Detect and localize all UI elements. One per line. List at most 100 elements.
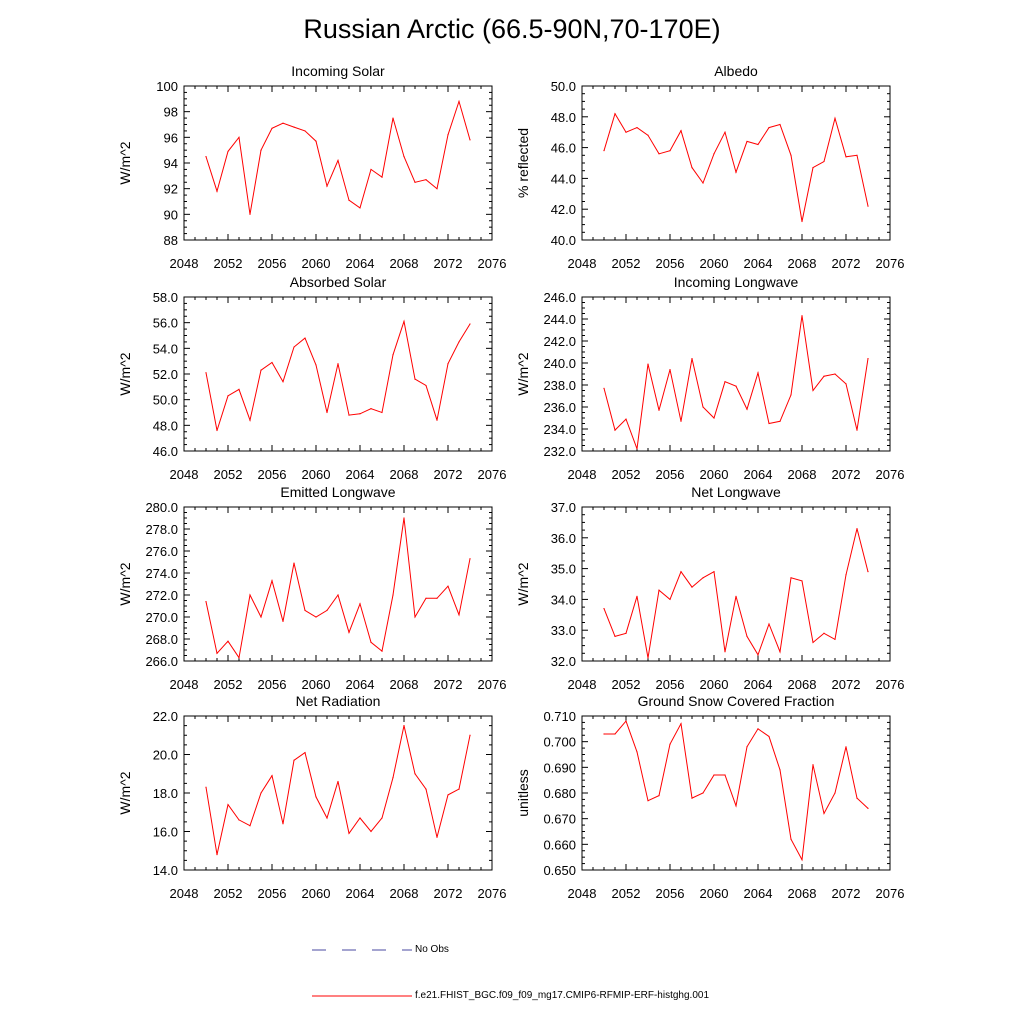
y-tick-label: 0.690 [543,760,576,775]
series-line [603,315,869,449]
y-tick-label: 236.0 [543,400,576,415]
x-tick-label: 2064 [744,677,773,692]
data-point [238,136,240,138]
data-point [636,751,638,753]
x-tick-label: 2064 [346,886,375,901]
x-tick-label: 2052 [214,467,243,482]
y-tick-label: 268.0 [145,632,178,647]
y-axis-label: W/m^2 [117,141,133,184]
data-point [337,159,339,162]
data-point [348,631,350,634]
y-tick-label: 270.0 [145,610,178,625]
x-tick-label: 2068 [390,256,419,271]
data-point [625,418,627,420]
data-point [691,586,693,588]
y-tick-label: 96 [164,130,178,145]
data-point [867,571,869,573]
y-tick-label: 246.0 [543,290,576,305]
data-point [757,728,759,730]
data-point [691,167,693,169]
data-point [702,182,704,184]
x-tick-label: 2052 [612,677,641,692]
data-point [834,373,836,375]
x-tick-label: 2076 [478,677,507,692]
data-point [790,394,792,396]
y-tick-label: 34.0 [551,592,576,607]
data-point [845,156,847,158]
data-point [271,580,273,582]
data-point [625,720,627,722]
data-point [812,641,814,644]
data-point [359,413,361,415]
data-point [702,792,704,794]
data-point [735,595,737,597]
y-tick-label: 18.0 [153,786,178,801]
y-tick-label: 242.0 [543,334,576,349]
x-tick-label: 2076 [876,467,905,482]
data-point [735,385,737,387]
x-tick-label: 2060 [302,886,331,901]
panel-title: Ground Snow Covered Fraction [638,693,835,709]
data-point [227,150,229,153]
data-point [724,651,726,653]
data-point [735,805,737,807]
x-tick-label: 2060 [700,677,729,692]
y-tick-label: 58.0 [153,290,178,305]
data-point [282,620,284,623]
data-point [669,369,671,371]
data-point [370,408,372,410]
y-tick-label: 244.0 [543,312,576,327]
data-point [469,734,471,736]
data-point [359,603,361,605]
data-point [260,616,262,618]
y-tick-label: 0.660 [543,837,576,852]
data-point [271,775,273,777]
y-tick-label: 90 [164,207,178,222]
data-point [304,751,306,754]
x-tick-label: 2060 [700,256,729,271]
data-point [779,769,781,771]
panel-title: Emitted Longwave [280,484,395,500]
y-tick-label: 266.0 [145,654,178,669]
y-tick-label: 56.0 [153,316,178,331]
data-point [724,774,726,776]
data-point [436,188,438,190]
plot-frame [183,715,493,871]
data-point [337,780,339,783]
plot-frame [581,296,891,452]
data-point [768,422,770,425]
data-point [603,608,605,610]
panel-1: Albedo % reflected 2048 2052 2056 2060 2064 206… [515,63,904,271]
x-tick-label: 2052 [214,256,243,271]
x-tick-label: 2052 [214,677,243,692]
x-tick-label: 2056 [656,467,685,482]
y-tick-label: 272.0 [145,588,178,603]
data-point [669,598,671,601]
x-tick-label: 2060 [302,467,331,482]
x-tick-label: 2056 [258,467,287,482]
data-point [724,131,726,133]
x-tick-label: 2068 [390,467,419,482]
data-point [216,854,218,856]
data-point [636,595,638,597]
data-point [867,205,869,207]
x-tick-label: 2068 [788,886,817,901]
data-point [625,131,627,133]
x-tick-label: 2076 [876,256,905,271]
data-point [636,448,638,450]
data-point [238,388,240,390]
data-point [603,150,605,152]
plot-frame [581,85,891,241]
data-point [669,150,671,152]
data-point [735,171,737,173]
data-point [845,574,847,576]
panel-title: Net Longwave [691,484,781,500]
y-tick-label: 274.0 [145,566,178,581]
data-point [216,429,218,432]
data-point [370,830,372,833]
y-tick-label: 92 [164,182,178,197]
data-point [702,406,704,408]
y-tick-label: 22.0 [153,709,178,724]
data-point [713,417,715,419]
x-tick-label: 2048 [170,886,199,901]
